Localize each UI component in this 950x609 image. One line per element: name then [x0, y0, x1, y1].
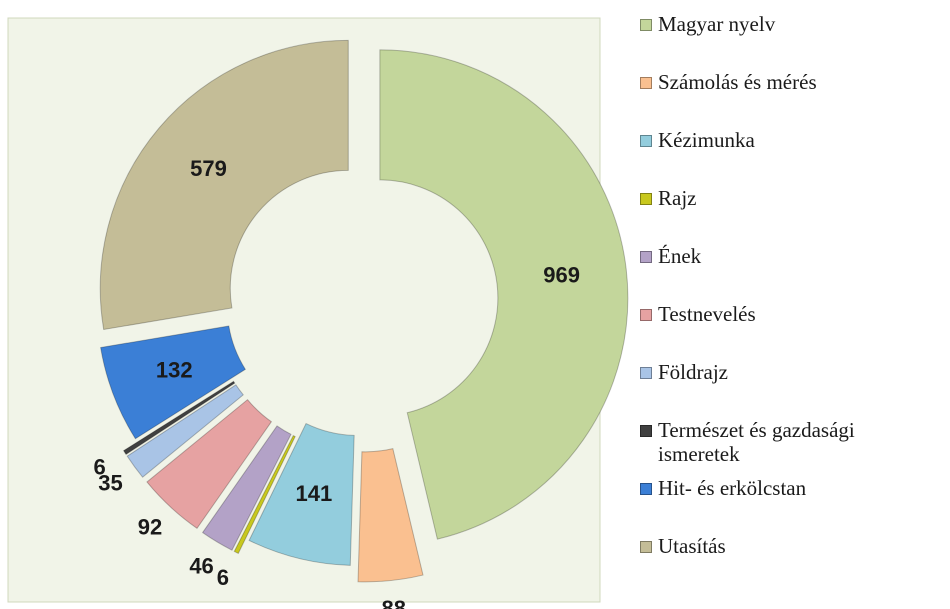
legend-label: Természet és gazdasági ismeretek	[658, 418, 855, 466]
legend: Magyar nyelv Számolás és mérés Kézimunka Ra…	[640, 12, 940, 592]
legend-swatch	[640, 193, 652, 205]
data-label: 579	[190, 156, 227, 181]
slice	[357, 448, 424, 583]
legend-swatch	[640, 541, 652, 553]
legend-label: Kézimunka	[658, 128, 755, 152]
legend-item: Testnevelés	[640, 302, 940, 360]
data-label: 46	[189, 553, 213, 578]
legend-label: Utasítás	[658, 534, 726, 558]
data-label: 132	[156, 357, 193, 382]
slice	[100, 325, 247, 440]
data-label: 35	[98, 470, 122, 495]
legend-swatch	[640, 251, 652, 263]
slice	[379, 49, 629, 540]
slice	[233, 434, 296, 555]
legend-label: Földrajz	[658, 360, 728, 384]
legend-label: Magyar nyelv	[658, 12, 776, 36]
data-label: 92	[138, 515, 162, 540]
data-label: 969	[543, 262, 580, 287]
slice	[126, 384, 244, 478]
data-label: 88	[382, 596, 406, 609]
legend-swatch	[640, 309, 652, 321]
slice	[122, 380, 236, 456]
legend-label: Számolás és mérés	[658, 70, 817, 94]
slice	[99, 39, 349, 331]
legend-item: Hit- és erkölcstan	[640, 476, 940, 534]
slice	[248, 422, 355, 566]
slice	[146, 398, 273, 530]
legend-swatch	[640, 135, 652, 147]
legend-label: Hit- és erkölcstan	[658, 476, 807, 500]
legend-swatch	[640, 367, 652, 379]
legend-item: Rajz	[640, 186, 940, 244]
legend-swatch	[640, 19, 652, 31]
data-label: 141	[296, 481, 333, 506]
data-label: 6	[93, 455, 105, 480]
data-label: 6	[217, 565, 229, 590]
legend-item: Számolás és mérés	[640, 70, 940, 128]
legend-label: Ének	[658, 244, 702, 268]
legend-item: Utasítás	[640, 534, 940, 592]
legend-swatch	[640, 483, 652, 495]
legend-item: Kézimunka	[640, 128, 940, 186]
legend-item: Ének	[640, 244, 940, 302]
legend-item: Magyar nyelv	[640, 12, 940, 70]
legend-label: Rajz	[658, 186, 697, 210]
slice	[201, 425, 292, 551]
legend-label: Testnevelés	[658, 302, 756, 326]
legend-swatch	[640, 77, 652, 89]
legend-swatch	[640, 425, 652, 437]
legend-item: Természet és gazdasági ismeretek	[640, 418, 940, 476]
legend-item: Földrajz	[640, 360, 940, 418]
